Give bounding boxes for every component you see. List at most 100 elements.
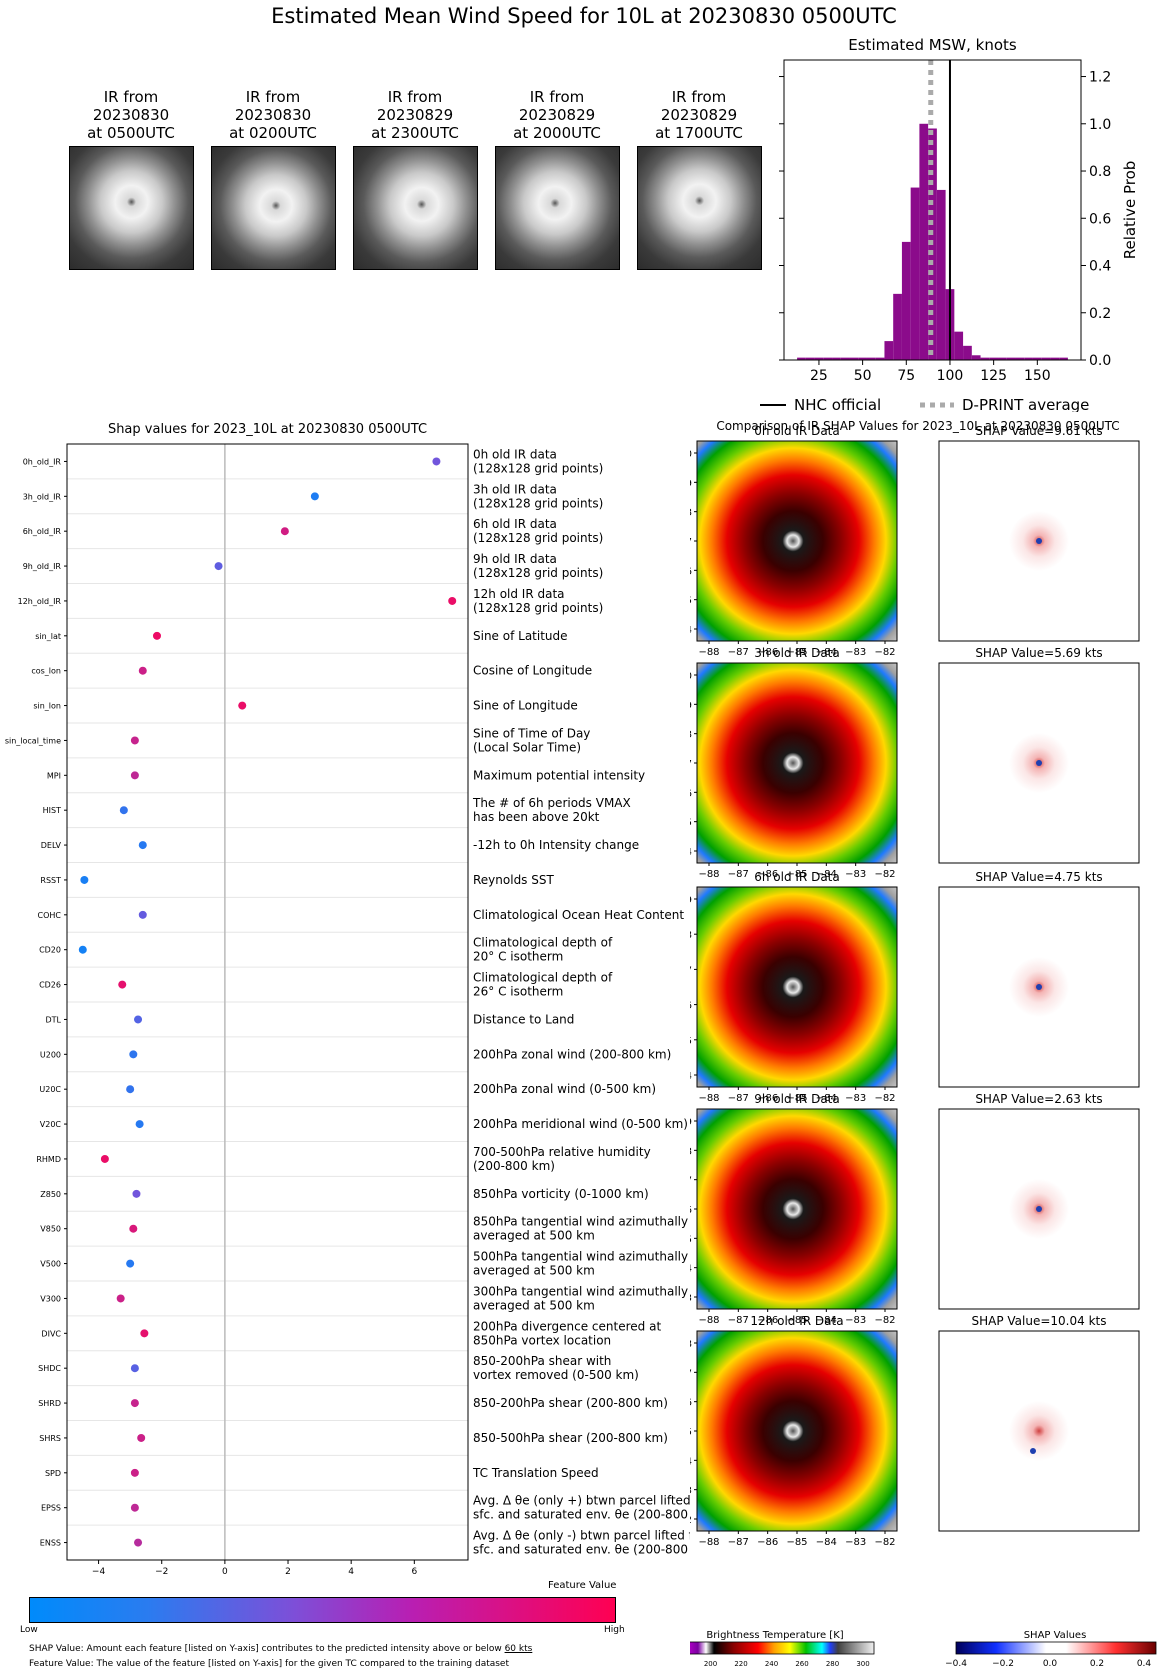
ir-x-tick-label: −87 (728, 1093, 749, 1104)
feature-code-label: V20C (40, 1120, 62, 1129)
ir-x-tick-label: −86 (757, 1315, 778, 1326)
ir-panel-label-line: at 2300UTC (371, 124, 459, 142)
x-tick-label: 75 (897, 368, 915, 384)
feature-description: 12h old IR data (473, 587, 565, 601)
shap-point (137, 1433, 146, 1442)
ir-y-tick-label: 29 (690, 1117, 692, 1128)
shap-point (130, 1399, 139, 1408)
histogram-bar (1006, 357, 1016, 360)
ir-y-tick-label: 25 (690, 1036, 692, 1047)
feature-code-label: 0h_old_IR (23, 457, 62, 466)
ir-data-title: 6h old IR Data (754, 870, 840, 884)
ir-y-tick-label: 23 (690, 1486, 692, 1497)
histogram-bar (1059, 357, 1068, 360)
ir-y-tick-label: 28 (690, 1146, 692, 1157)
shap-point (140, 1329, 149, 1338)
x-tick-label: 50 (854, 368, 872, 384)
ir-y-tick-label: 27 (690, 537, 692, 548)
feature-code-label: CD20 (39, 946, 61, 955)
histogram-bar (840, 357, 850, 360)
x-tick-label: −2 (155, 1567, 168, 1577)
shap-colorbar-tick: 0.2 (1090, 1659, 1104, 1669)
ir-panel-label-line: at 2000UTC (513, 124, 601, 142)
feature-code-label: 3h_old_IR (23, 492, 62, 501)
feature-description: 850hPa vortex location (473, 1333, 611, 1347)
histogram-bar (1050, 357, 1060, 360)
feature-code-label: EPSS (41, 1504, 61, 1513)
feature-description: averaged at 500 km (473, 1229, 595, 1243)
shap-point (310, 492, 319, 501)
ir-y-tick-label: 26 (690, 1001, 692, 1012)
feature-description: Reynolds SST (473, 873, 554, 887)
shap-colorbar-tick: −0.2 (992, 1659, 1014, 1669)
shap-value-title: SHAP Value=10.04 kts (972, 1314, 1107, 1328)
ir-panel-label-line: 20230830 (92, 106, 170, 124)
ir-y-tick-label: 28 (690, 730, 692, 741)
ir-panel-label-line: IR from (387, 88, 443, 106)
feature-code-label: 12h_old_IR (18, 597, 62, 606)
page-title: Estimated Mean Wind Speed for 10L at 202… (271, 4, 897, 28)
y-tick-label: 0.6 (1089, 211, 1111, 227)
ir-y-tick-label: 27 (690, 759, 692, 770)
feature-code-label: SHDC (38, 1364, 61, 1373)
feature-code-label: sin_local_time (5, 736, 61, 745)
ir-satellite-image (353, 146, 478, 270)
ir-y-tick-label: 29 (690, 895, 692, 906)
ir-x-tick-label: −85 (786, 869, 807, 880)
msw-histogram-chart: Estimated MSW, knots 25 50 75 100 125 150 0.0 0.… (760, 36, 1139, 412)
shap-point (132, 1189, 141, 1198)
ir-panel-label-line: at 1700UTC (655, 124, 743, 142)
ir-y-tick-label: 25 (690, 818, 692, 829)
shap-value-title: SHAP Value=4.75 kts (975, 870, 1102, 884)
ir-panel-label: IR from 20230829 at 1700UTC (634, 88, 764, 142)
shap-point (448, 596, 457, 605)
ir-y-tick-label: 24 (690, 1264, 692, 1275)
ir-panel-label-line: at 0500UTC (87, 124, 175, 142)
histogram-bar (1032, 357, 1042, 360)
bt-colorbar-tick: 200 (704, 1660, 717, 1668)
feature-description: averaged at 500 km (473, 1298, 595, 1312)
ir-panel-label: IR from 20230830 at 0200UTC (208, 88, 338, 142)
feature-description: Sine of Time of Day (473, 726, 590, 740)
bt-colorbar (690, 1641, 875, 1655)
ir-heatmap (696, 662, 898, 864)
feature-description: 850-200hPa shear (200-800 km) (473, 1396, 668, 1410)
legend-dprint-label: D-PRINT average (962, 396, 1089, 412)
feature-code-label: sin_lon (33, 702, 61, 711)
feature-code-label: 9h_old_IR (23, 562, 62, 571)
legend-nhc-label: NHC official (794, 396, 881, 412)
x-tick-label: 4 (348, 1567, 354, 1577)
ir-x-tick-label: −84 (816, 1537, 837, 1548)
y-tick-label: 0.4 (1089, 259, 1111, 275)
colorbar-low-label: Low (20, 1625, 38, 1635)
ir-y-tick-label: 30 (690, 671, 692, 682)
histogram-bar (1015, 357, 1025, 360)
histogram-bar (971, 355, 981, 360)
feature-description: averaged at 500 km (473, 1264, 595, 1278)
feature-description: Distance to Land (473, 1012, 574, 1026)
histogram-bar (901, 241, 911, 360)
ir-y-tick-label: 25 (690, 596, 692, 607)
feature-description: (128x128 grid points) (473, 461, 603, 475)
shap-frame (66, 443, 469, 1561)
ir-y-tick-label: 26 (690, 788, 692, 799)
ir-x-tick-label: −87 (728, 647, 749, 658)
feature-description: 200hPa meridional wind (0-500 km) (473, 1117, 688, 1131)
histogram-bar (1024, 357, 1033, 360)
ir-x-tick-label: −84 (816, 647, 837, 658)
shap-point (119, 806, 128, 815)
histogram-bar (858, 357, 867, 360)
shap-point (116, 1294, 125, 1303)
y-tick-label: 0.2 (1089, 306, 1111, 322)
shap-negative-spot (1036, 984, 1042, 990)
histogram-bar (814, 357, 824, 360)
feature-code-label: V850 (40, 1225, 61, 1234)
histogram-bar (963, 345, 972, 360)
feature-description: Sine of Latitude (473, 629, 568, 643)
y-tick-label: 1.0 (1089, 117, 1111, 133)
colorbar-high-label: High (604, 1625, 625, 1635)
ir-panel-label-line: IR from (103, 88, 159, 106)
shap-chart-title: Shap values for 2023_10L at 20230830 050… (108, 422, 427, 437)
shap-point (118, 980, 127, 989)
footnote-shap-link: 60 kts (504, 1644, 533, 1654)
